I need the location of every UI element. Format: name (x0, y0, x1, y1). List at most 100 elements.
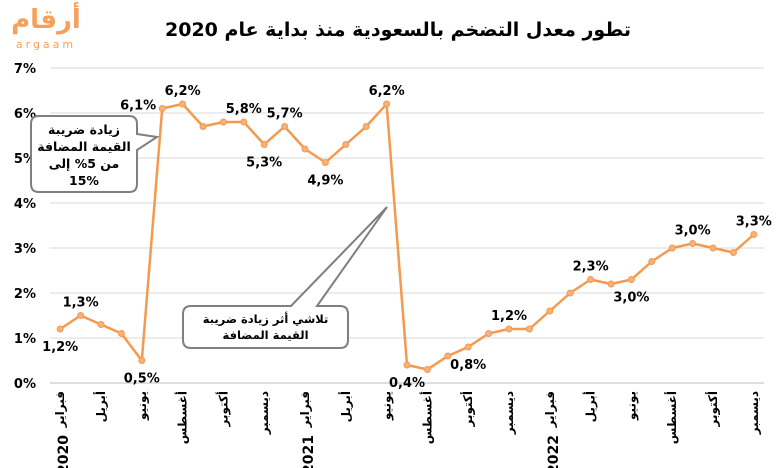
y-tick-label: 1% (14, 332, 36, 347)
chart-title: تطور معدل التضخم بالسعودية منذ بداية عام… (165, 19, 631, 41)
x-tick-label-text: فبراير (298, 391, 312, 428)
y-tick-label: 0% (14, 377, 36, 392)
x-tick-label: أغسطس (175, 391, 190, 444)
x-tick-label-text: أغسطس (664, 391, 679, 444)
logo-arabic-text: أرقام (11, 5, 81, 35)
data-label: 5,7% (267, 107, 303, 122)
y-tick-label: 6% (14, 107, 36, 122)
markers-layer (56, 100, 758, 373)
x-tick-label-text: أغسطس (419, 391, 434, 444)
data-label: 5,8% (226, 102, 262, 117)
x-tick-label: يونيو (135, 391, 150, 421)
data-point (260, 141, 268, 148)
x-tick-label: ديسمبر (502, 391, 516, 435)
x-tick-label: أبريل (583, 391, 598, 422)
data-labels-layer: 1,2% 1,3% 0,5% 6,1% 6,2% 5,8% 5,3% 5,7% 4,9% 6,2%… (42, 84, 772, 391)
data-label: 0,5% (124, 372, 160, 387)
x-tick-year-label: 2022 (546, 435, 562, 468)
x-tick-label: أكتوبر (705, 391, 721, 427)
data-label: 6,2% (369, 84, 405, 99)
x-tick-label: ديسمبر (257, 391, 271, 435)
x-tick-label-text: أبريل (93, 391, 108, 422)
y-tick-label: 7% (14, 62, 36, 77)
data-point (199, 123, 207, 130)
data-point (750, 231, 758, 238)
data-point (56, 325, 64, 333)
data-point (546, 307, 554, 315)
data-point (689, 240, 697, 247)
data-point (464, 343, 472, 351)
data-point (607, 280, 615, 288)
data-point (158, 105, 166, 112)
argaam-logo: أرقام argaam (6, 2, 88, 58)
gridlines (50, 67, 764, 339)
x-tick-label: أغسطس (419, 391, 434, 444)
x-tick-label-text: أكتوبر (215, 391, 231, 427)
data-point (423, 366, 431, 373)
x-tick-label-text: يونيو (135, 391, 150, 421)
x-tick-label-text: ديسمبر (747, 391, 761, 435)
x-tick-label-text: أكتوبر (460, 391, 476, 427)
data-point (709, 244, 717, 252)
data-label: 6,1% (120, 99, 156, 114)
y-tick-label: 2% (14, 287, 36, 302)
logo-latin-text: argaam (15, 38, 77, 51)
x-tick-label: فبراير 2022 (543, 391, 562, 468)
x-axis: فبراير 2020 أبريل يونيو أغسطس أكتوبر ديسمبر فبر… (50, 382, 764, 468)
data-label: 3,3% (736, 215, 772, 230)
series-layer (59, 102, 755, 371)
data-point (219, 118, 227, 126)
callout-vat-increase-text: القيمة المضافة (37, 139, 131, 154)
x-tick-label-text: فبراير (543, 391, 557, 428)
callout-effect-fades-text: تلاشي أثر زيادة ضريبة (203, 311, 329, 326)
data-point (648, 258, 656, 265)
callouts-layer: زيادة ضريبة القيمة المضافة من 5% إلى 15% تلا… (30, 115, 388, 349)
x-tick-label-text: يونيو (624, 391, 639, 421)
x-tick-label: يونيو (624, 391, 639, 421)
x-tick-label: أغسطس (664, 391, 679, 444)
data-label: 2,3% (573, 260, 609, 275)
callout-effect-fades-text: القيمة المضافة (222, 328, 308, 342)
x-tick-label-text: أكتوبر (705, 391, 721, 427)
series-line (59, 102, 755, 371)
x-tick-label: أكتوبر (215, 391, 231, 427)
callout-vat-increase (30, 115, 160, 193)
callout-effect-fades (182, 206, 388, 349)
data-point (668, 244, 676, 252)
callout-vat-increase-text: زيادة ضريبة (48, 122, 120, 137)
data-label: 1,3% (63, 296, 99, 311)
x-tick-label-text: أغسطس (175, 391, 190, 444)
data-point (77, 312, 85, 319)
data-point (342, 141, 350, 148)
data-point (566, 289, 574, 297)
y-tick-label: 4% (14, 197, 36, 212)
data-label: 1,2% (42, 340, 78, 355)
x-tick-label-text: يونيو (380, 391, 395, 421)
data-point (321, 159, 329, 166)
data-label: 0,4% (389, 376, 425, 391)
x-tick-label-text: أبريل (583, 391, 598, 422)
data-label: 3,0% (613, 291, 649, 306)
data-point (525, 325, 533, 333)
data-label: 5,3% (246, 156, 282, 171)
x-tick-label: فبراير 2020 (53, 391, 72, 468)
data-point (627, 276, 635, 283)
data-point (301, 145, 309, 153)
data-label: 3,0% (675, 224, 711, 239)
data-point (281, 123, 289, 130)
data-point (179, 100, 187, 108)
x-tick-label: أكتوبر (460, 391, 476, 427)
x-tick-label: ديسمبر (747, 391, 761, 435)
data-point (729, 249, 737, 256)
data-point (97, 321, 105, 328)
callout-vat-increase-text: من 5% إلى (49, 156, 120, 171)
x-tick-label-text: أبريل (338, 391, 353, 422)
data-label: 0,8% (450, 358, 486, 373)
data-point (587, 276, 595, 283)
data-point (362, 123, 370, 130)
data-point (117, 330, 125, 337)
y-tick-label: 3% (14, 242, 36, 257)
x-tick-label: فبراير 2021 (298, 391, 317, 468)
x-tick-label: أبريل (93, 391, 108, 422)
